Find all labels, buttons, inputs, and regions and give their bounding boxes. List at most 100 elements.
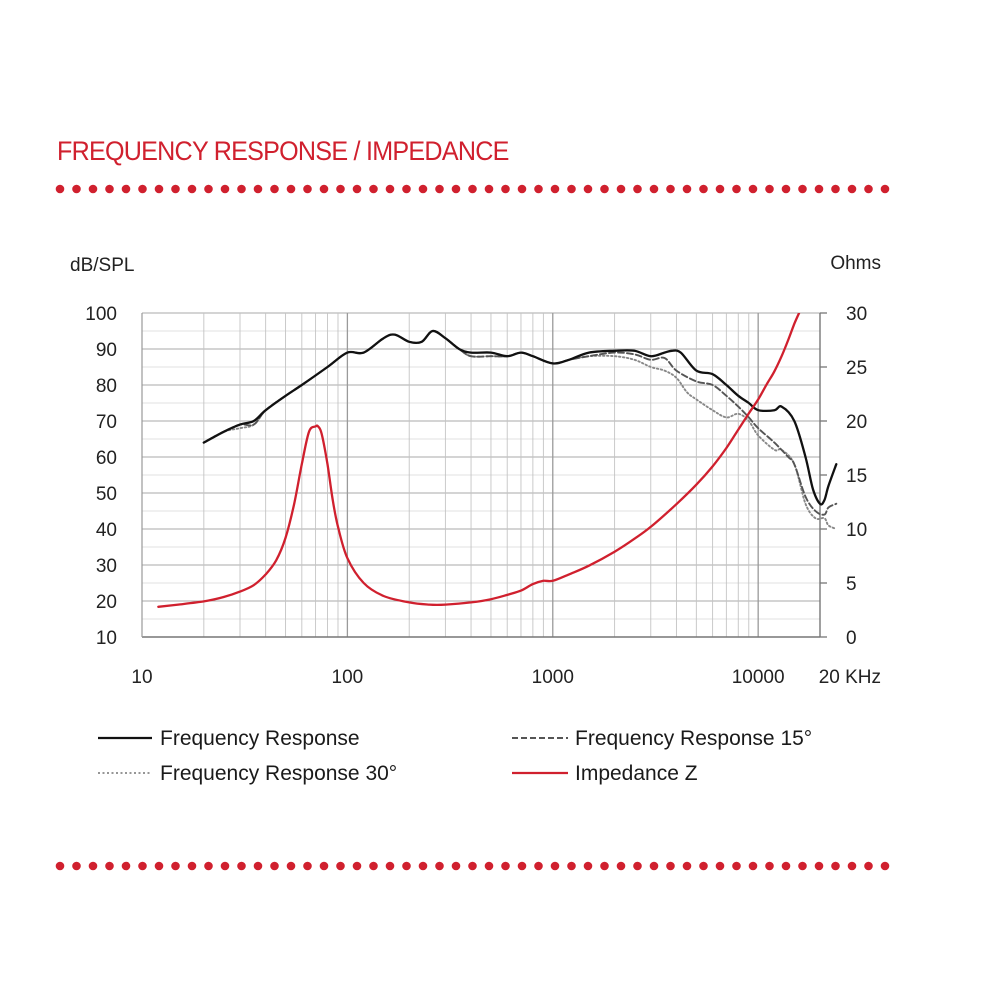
- divider-dot: [352, 184, 362, 194]
- y-left-tick-label: 20: [96, 592, 117, 613]
- y-left-tick-label: 90: [96, 340, 117, 361]
- divider-dot: [550, 861, 560, 871]
- divider-dot: [352, 861, 362, 871]
- divider-dot: [319, 184, 329, 194]
- divider-dot: [154, 861, 164, 871]
- divider-dot: [550, 184, 560, 194]
- divider-dot: [105, 184, 114, 194]
- divider-dot: [534, 184, 543, 194]
- series-frequency-response-30: [202, 330, 838, 530]
- x-end-tick-label: 20 KHz: [819, 667, 881, 688]
- divider-dot: [814, 184, 824, 194]
- x-tick-label: 1000: [532, 667, 574, 688]
- divider-dot: [616, 861, 626, 871]
- divider-dot: [748, 184, 758, 194]
- divider-dot: [765, 861, 774, 871]
- y-left-axis-label: dB/SPL: [70, 255, 134, 276]
- y-right-tick-label: 15: [846, 466, 867, 487]
- divider-dot: [435, 184, 444, 194]
- legend-label-frequency-response: Frequency Response: [160, 727, 360, 750]
- divider-dot: [187, 861, 197, 871]
- divider-dot: [847, 184, 857, 194]
- divider-dot: [204, 861, 213, 871]
- divider-dot: [715, 861, 725, 871]
- divider-dot: [237, 861, 246, 871]
- y-right-tick-label: 0: [846, 628, 857, 649]
- divider-dot: [336, 184, 345, 194]
- divider-dot: [418, 861, 428, 871]
- divider-dot: [880, 861, 890, 871]
- divider-dot: [369, 184, 378, 194]
- dotted-divider-bottom: [55, 861, 890, 871]
- divider-dot: [336, 861, 345, 871]
- legend-label-impedance: Impedance Z: [575, 762, 698, 785]
- legend: Frequency Response Frequency Response 15…: [98, 727, 812, 785]
- legend-label-frequency-response-15: Frequency Response 15°: [575, 727, 812, 750]
- divider-dot: [847, 861, 857, 871]
- divider-dot: [814, 861, 824, 871]
- x-tick-labels: 10 100 1000 10000: [131, 667, 784, 688]
- divider-dot: [253, 861, 263, 871]
- divider-dot: [303, 184, 312, 194]
- divider-dot: [220, 184, 230, 194]
- divider-dot: [600, 184, 609, 194]
- chart-title: FREQUENCY RESPONSE / IMPEDANCE: [57, 136, 509, 166]
- divider-dot: [501, 861, 510, 871]
- divider-dot: [501, 184, 510, 194]
- divider-dot: [55, 861, 65, 871]
- x-tick-label: 10: [131, 667, 152, 688]
- divider-dot: [633, 184, 642, 194]
- divider-dot: [798, 184, 807, 194]
- divider-dot: [682, 861, 692, 871]
- divider-dot: [682, 184, 692, 194]
- divider-dot: [451, 861, 461, 871]
- y-left-tick-label: 100: [85, 304, 117, 325]
- divider-dot: [699, 861, 708, 871]
- divider-dot: [798, 861, 807, 871]
- divider-dot: [781, 184, 791, 194]
- divider-dot: [220, 861, 230, 871]
- divider-dot: [732, 861, 741, 871]
- divider-dot: [171, 861, 180, 871]
- divider-dot: [105, 861, 114, 871]
- divider-dot: [600, 861, 609, 871]
- divider-dot: [121, 861, 131, 871]
- divider-dot: [517, 861, 527, 871]
- y-left-tick-label: 50: [96, 484, 117, 505]
- y-left-tick-label: 30: [96, 556, 117, 577]
- divider-dot: [270, 861, 279, 871]
- divider-dot: [154, 184, 164, 194]
- divider-dot: [748, 861, 758, 871]
- divider-dot: [649, 861, 659, 871]
- divider-dot: [418, 184, 428, 194]
- divider-dot: [369, 861, 378, 871]
- divider-dot: [484, 184, 494, 194]
- y-left-tick-label: 40: [96, 520, 117, 541]
- series-layer: [157, 313, 838, 608]
- divider-dot: [204, 184, 213, 194]
- divider-dot: [666, 861, 675, 871]
- divider-dot: [72, 184, 81, 194]
- divider-dot: [303, 861, 312, 871]
- x-tick-label: 10000: [732, 667, 785, 688]
- divider-dot: [171, 184, 180, 194]
- divider-dot: [534, 861, 543, 871]
- divider-dot: [435, 861, 444, 871]
- x-tick-label: 100: [332, 667, 364, 688]
- divider-dot: [286, 184, 296, 194]
- divider-dot: [138, 184, 147, 194]
- divider-dot: [864, 861, 873, 871]
- divider-dot: [270, 184, 279, 194]
- divider-dot: [319, 861, 329, 871]
- divider-dot: [138, 861, 147, 871]
- divider-dot: [286, 861, 296, 871]
- divider-dot: [402, 861, 411, 871]
- divider-dot: [468, 184, 477, 194]
- y-left-tick-label: 60: [96, 448, 117, 469]
- dotted-divider-top: [55, 184, 890, 194]
- divider-dot: [715, 184, 725, 194]
- y-left-tick-labels: 100 90 80 70 60 50 40 30 20 10: [85, 304, 117, 649]
- y-right-axis-label: Ohms: [830, 253, 881, 274]
- y-right-tick-label: 20: [846, 412, 867, 433]
